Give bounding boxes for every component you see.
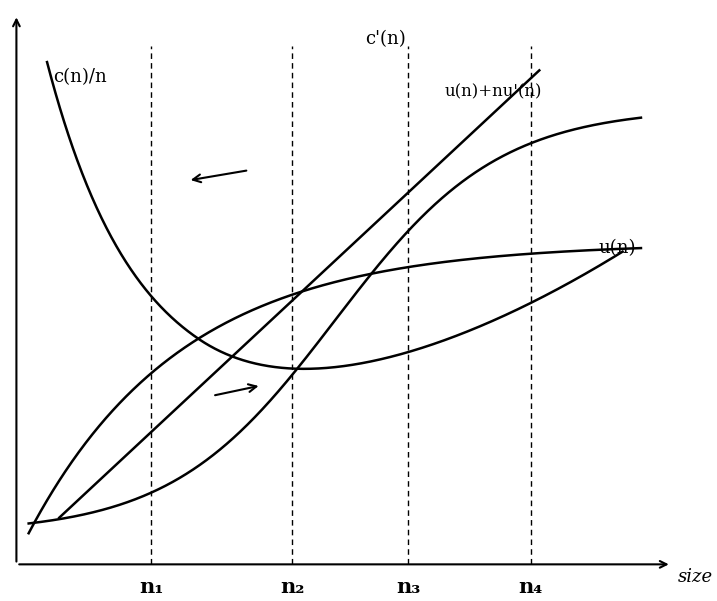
Text: size: size (678, 569, 713, 587)
Text: n₂: n₂ (280, 578, 304, 597)
Text: n₄: n₄ (518, 578, 543, 597)
Text: u(n): u(n) (598, 239, 635, 257)
Text: n₃: n₃ (396, 578, 420, 597)
Text: c(n)/n: c(n)/n (53, 68, 107, 86)
Text: u(n)+nu'(n): u(n)+nu'(n) (445, 84, 543, 101)
Text: n₁: n₁ (139, 578, 163, 597)
Text: c'(n): c'(n) (366, 30, 406, 48)
